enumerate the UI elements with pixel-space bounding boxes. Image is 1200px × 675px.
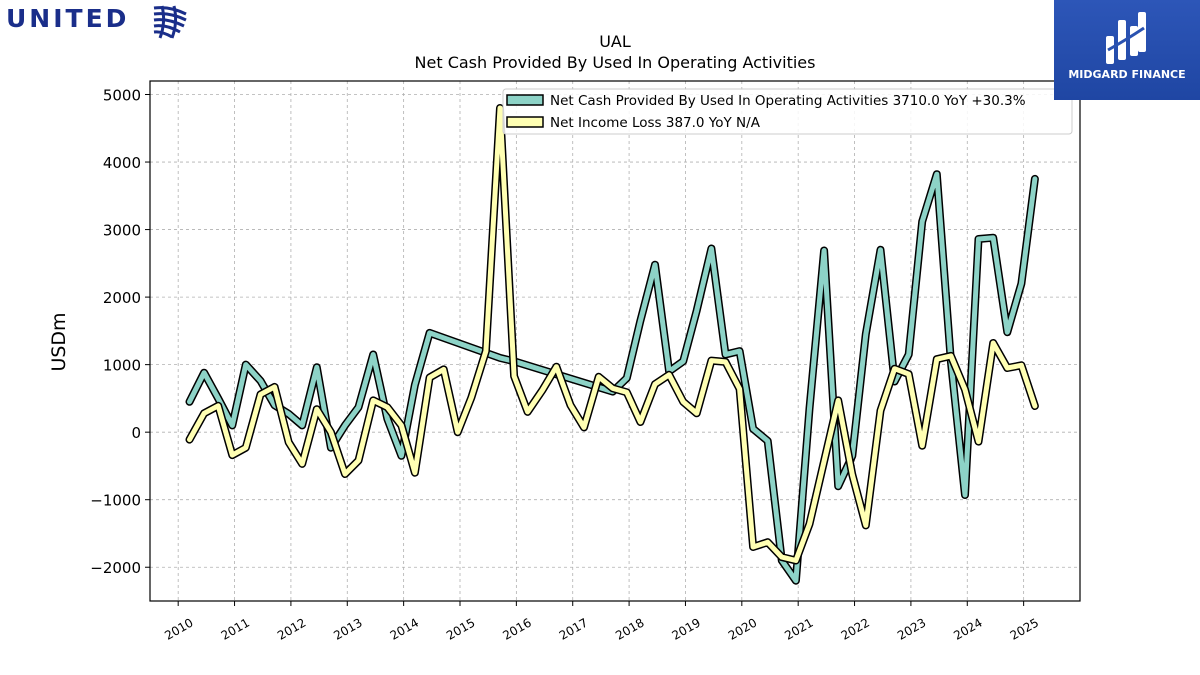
- legend-box: [502, 88, 1073, 135]
- x-tick-label: 2016: [500, 615, 533, 642]
- y-tick-label: 0: [131, 424, 141, 442]
- y-tick-label: 3000: [103, 222, 141, 240]
- legend-label-2: Net Income Loss 387.0 YoY N/A: [550, 115, 761, 131]
- y-tick-label: 1000: [103, 357, 141, 375]
- series-layer: [185, 104, 1039, 585]
- x-tick-label: 2024: [951, 615, 984, 642]
- midgard-finance-text: MIDGARD FINANCE: [1068, 68, 1186, 81]
- series-line-2: [187, 105, 1038, 563]
- united-globe-icon: [152, 4, 188, 39]
- x-tick-label: 2015: [444, 615, 477, 642]
- y-tick-label: 4000: [103, 154, 141, 172]
- x-tick-label: 2018: [613, 615, 646, 642]
- legend-swatch-2: [506, 116, 544, 128]
- legend-swatch-1: [506, 94, 544, 106]
- x-tick-label: 2010: [162, 615, 195, 642]
- series-line-1: [187, 171, 1038, 584]
- chart-subtitle: Net Cash Provided By Used In Operating A…: [415, 53, 816, 72]
- x-tick-label: 2013: [331, 615, 364, 642]
- x-tick-label: 2022: [839, 615, 872, 642]
- x-tick-label: 2014: [388, 615, 421, 642]
- y-tick-label: 2000: [103, 289, 141, 307]
- plot-frame: [149, 80, 1081, 602]
- grid: [150, 81, 1080, 601]
- x-tick-label: 2023: [895, 615, 928, 642]
- x-tick-label: 2012: [275, 615, 308, 642]
- united-logo-text: UNITED: [6, 4, 130, 33]
- legend: Net Cash Provided By Used In Operating A…: [502, 88, 1073, 135]
- y-tick-label: −1000: [90, 492, 141, 510]
- y-axis-label: USDm: [48, 312, 70, 371]
- x-tick-label: 2019: [670, 615, 703, 642]
- x-tick-label: 2011: [219, 615, 252, 642]
- x-tick-label: 2017: [557, 615, 590, 642]
- midgard-finance-logo: MIDGARD FINANCE: [1054, 0, 1200, 100]
- x-tick-label: 2021: [782, 615, 815, 642]
- chart-title: UAL: [599, 32, 631, 51]
- midgard-mark-icon: [1106, 12, 1146, 64]
- y-tick-label: −2000: [90, 559, 141, 577]
- y-tick-label: 5000: [103, 87, 141, 105]
- x-tick-label: 2020: [726, 615, 759, 642]
- legend-label-1: Net Cash Provided By Used In Operating A…: [550, 93, 1026, 109]
- x-tick-label: 2025: [1008, 615, 1041, 642]
